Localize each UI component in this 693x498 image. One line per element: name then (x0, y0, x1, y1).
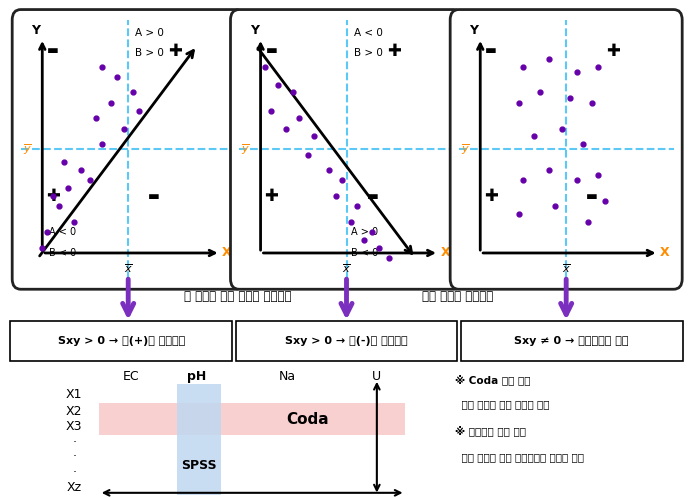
Text: ✚: ✚ (606, 42, 620, 60)
Text: B > 0: B > 0 (135, 48, 164, 58)
Text: ·: · (72, 466, 76, 479)
Bar (10, 321, 232, 362)
Text: $\overline{y}$: $\overline{y}$ (461, 142, 470, 157)
Text: A < 0: A < 0 (353, 28, 383, 38)
Bar (236, 321, 457, 362)
Text: $\overline{x}$: $\overline{x}$ (124, 262, 132, 275)
Text: 두 변수가 어떤 관계가 있어보임: 두 변수가 어떤 관계가 있어보임 (184, 290, 292, 303)
Text: SPSS: SPSS (181, 459, 217, 472)
Bar (99, 403, 405, 435)
Text: $\overline{y}$: $\overline{y}$ (241, 142, 250, 157)
FancyBboxPatch shape (450, 9, 682, 289)
Text: 변수 구성에 따른 상관성 분석: 변수 구성에 따른 상관성 분석 (455, 399, 550, 409)
Text: $\overline{x}$: $\overline{x}$ (562, 262, 570, 275)
Text: ·: · (72, 436, 76, 449)
Text: Y: Y (31, 24, 40, 37)
Text: U: U (372, 370, 381, 383)
Text: X1: X1 (66, 388, 82, 401)
Text: 특성 변수와 이외 변수들간에 상관성 분석: 특성 변수와 이외 변수들간에 상관성 분석 (455, 453, 584, 463)
Text: ✚: ✚ (387, 42, 401, 60)
Text: A < 0: A < 0 (49, 227, 76, 237)
Text: Y: Y (249, 24, 258, 37)
Text: ▬: ▬ (148, 190, 160, 203)
FancyBboxPatch shape (231, 9, 462, 289)
Text: ▬: ▬ (367, 190, 378, 203)
Text: X3: X3 (66, 420, 82, 433)
Text: ▬: ▬ (586, 190, 598, 203)
Text: Sxy > 0 → 양(+)의 선형관계: Sxy > 0 → 양(+)의 선형관계 (58, 336, 185, 346)
Text: ▬: ▬ (265, 44, 277, 57)
Text: pH: pH (187, 370, 207, 383)
Bar (461, 321, 683, 362)
Text: ▬: ▬ (47, 44, 59, 57)
Text: ✚: ✚ (46, 187, 60, 205)
Text: Coda: Coda (286, 411, 328, 426)
Text: ※ 일반적인 통계 분석: ※ 일반적인 통계 분석 (455, 425, 526, 436)
Text: ✚: ✚ (264, 187, 279, 205)
Text: B < 0: B < 0 (49, 248, 76, 258)
Text: ✚: ✚ (168, 42, 182, 60)
Text: ✚: ✚ (484, 187, 498, 205)
Text: $\overline{y}$: $\overline{y}$ (23, 142, 32, 157)
Text: B < 0: B < 0 (351, 248, 378, 258)
Text: ▬: ▬ (485, 44, 497, 57)
Text: B > 0: B > 0 (353, 48, 383, 58)
Text: Xz: Xz (67, 481, 82, 494)
Text: X: X (660, 247, 670, 259)
Text: Y: Y (469, 24, 478, 37)
Bar (177, 384, 222, 496)
Text: ※ Coda 통계 분석: ※ Coda 통계 분석 (455, 374, 531, 385)
Text: A > 0: A > 0 (351, 227, 378, 237)
Text: Sxy ≠ 0 → 선형관계가 없음: Sxy ≠ 0 → 선형관계가 없음 (514, 336, 629, 346)
Text: $\overline{x}$: $\overline{x}$ (342, 262, 351, 275)
Text: ·: · (72, 450, 76, 463)
Text: X: X (441, 247, 450, 259)
Text: X2: X2 (66, 405, 82, 418)
Text: A > 0: A > 0 (135, 28, 164, 38)
Text: X: X (222, 247, 232, 259)
Text: 전혀 관계가 없어보임: 전혀 관계가 없어보임 (422, 290, 493, 303)
Text: EC: EC (123, 370, 140, 383)
Text: Na: Na (279, 370, 295, 383)
FancyBboxPatch shape (12, 9, 244, 289)
Text: Sxy > 0 → 음(-)의 선형관계: Sxy > 0 → 음(-)의 선형관계 (286, 336, 407, 346)
